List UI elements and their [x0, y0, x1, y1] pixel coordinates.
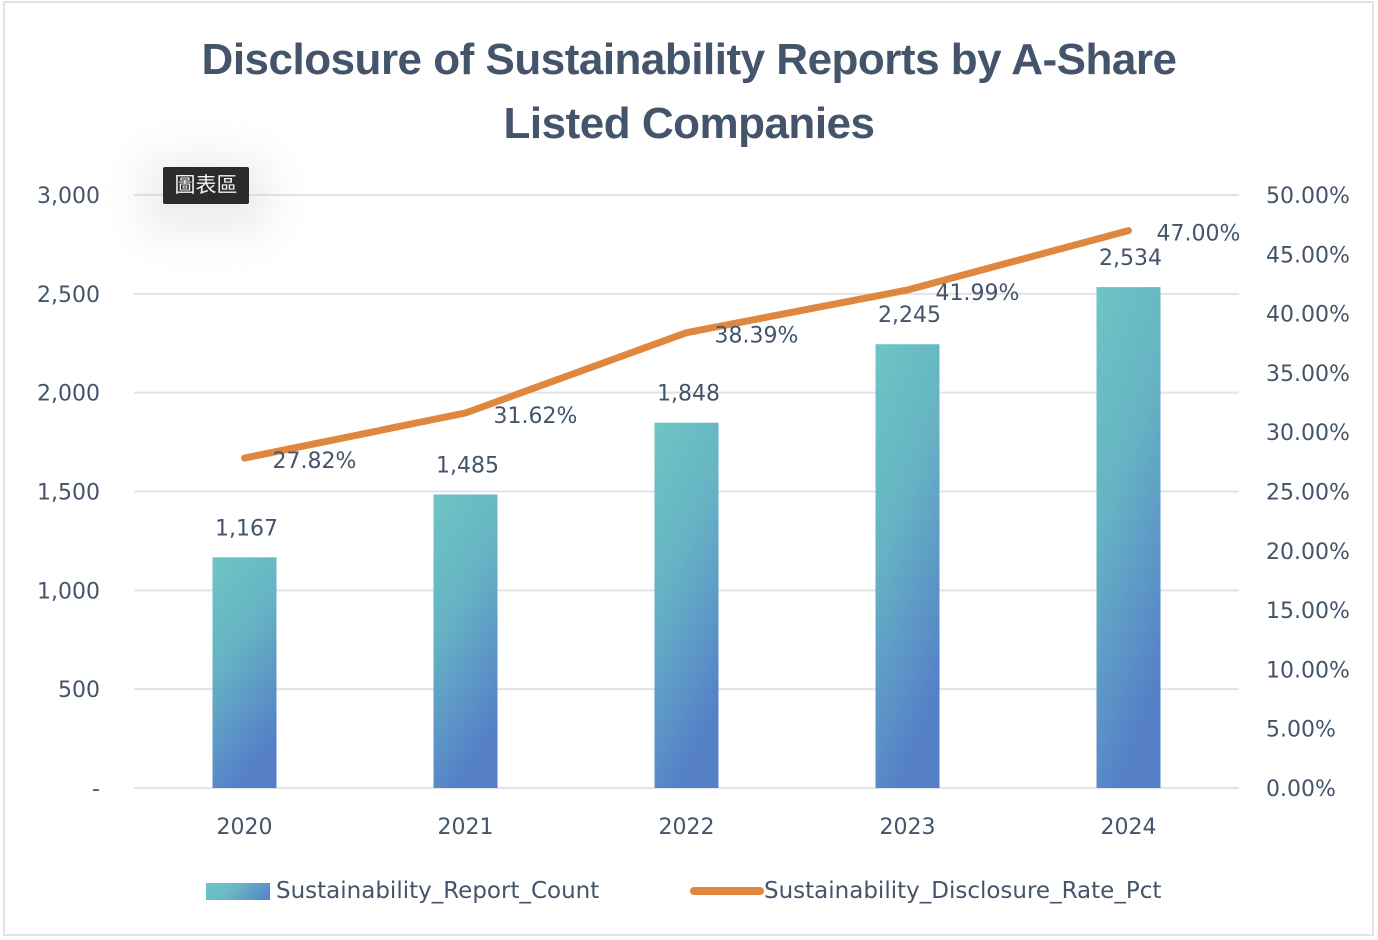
bar-2024[interactable]: [1096, 287, 1161, 788]
chart-title-line-2: Listed Companies: [503, 99, 875, 148]
left-axis-tick-label: 500: [58, 678, 100, 703]
bar-value-label: 2,245: [878, 303, 941, 328]
line-value-label: 38.39%: [715, 324, 799, 349]
left-axis-tick-label: 1,000: [37, 579, 100, 604]
chart-title: Disclosure of Sustainability Reports by …: [0, 28, 1378, 156]
chart-area-tooltip: 圖表區: [163, 167, 249, 204]
legend-label-report-count: Sustainability_Report_Count: [276, 878, 600, 904]
legend-item-report-count[interactable]: Sustainability_Report_Count: [206, 874, 599, 908]
chart-title-line-1: Disclosure of Sustainability Reports by …: [201, 35, 1177, 84]
bar-2020[interactable]: [212, 557, 277, 788]
right-axis-tick-label: 15.00%: [1266, 599, 1350, 624]
x-axis-tick-label: 2024: [1101, 815, 1157, 840]
x-axis-tick-label: 2020: [217, 815, 273, 840]
line-value-label: 31.62%: [494, 404, 578, 429]
left-axis-tick-label: 2,500: [37, 283, 100, 308]
bar-series: [212, 287, 1161, 788]
x-axis-tick-label: 2022: [659, 815, 715, 840]
legend-bar-swatch-icon: [206, 882, 270, 900]
right-axis-tick-label: 0.00%: [1266, 777, 1336, 802]
right-axis-tick-label: 45.00%: [1266, 243, 1350, 268]
bar-2022[interactable]: [654, 422, 719, 788]
line-value-label: 41.99%: [936, 281, 1020, 306]
right-axis-tick-label: 30.00%: [1266, 421, 1350, 446]
right-axis-tick-label: 50.00%: [1266, 184, 1350, 209]
x-axis: 2020 2021 2022 2023 2024: [217, 815, 1157, 840]
bar-2023[interactable]: [875, 344, 940, 788]
bar-2021[interactable]: [433, 494, 498, 788]
legend-item-disclosure-rate[interactable]: Sustainability_Disclosure_Rate_Pct: [690, 874, 1161, 908]
data-labels: 1,167 1,485 1,848 2,245 2,534 27.82% 31.62% 38.…: [215, 222, 1240, 542]
right-axis-tick-label: 35.00%: [1266, 362, 1350, 387]
right-axis-tick-label: 25.00%: [1266, 481, 1350, 506]
left-axis-tick-label: 3,000: [37, 184, 100, 209]
right-axis-tick-label: 20.00%: [1266, 540, 1350, 565]
left-axis-tick-label: -: [92, 777, 100, 802]
right-axis-tick-label: 40.00%: [1266, 303, 1350, 328]
left-axis-tick-label: 1,500: [37, 481, 100, 506]
x-axis-tick-label: 2023: [880, 815, 936, 840]
legend: Sustainability_Report_Count Sustainabili…: [0, 874, 1378, 908]
bar-value-label: 2,534: [1099, 246, 1162, 271]
legend-label-disclosure-rate: Sustainability_Disclosure_Rate_Pct: [764, 878, 1162, 904]
line-value-label: 27.82%: [273, 449, 357, 474]
right-axis: 0.00% 5.00% 10.00% 15.00% 20.00% 25.00% 30.00%…: [1266, 184, 1350, 802]
bar-value-label: 1,485: [436, 453, 499, 478]
legend-line-swatch-icon: [690, 887, 764, 895]
left-axis-tick-label: 2,000: [37, 382, 100, 407]
left-axis: - 500 1,000 1,500 2,000 2,500 3,000: [37, 184, 100, 802]
right-axis-tick-label: 5.00%: [1266, 718, 1336, 743]
line-value-label: 47.00%: [1157, 222, 1241, 247]
right-axis-tick-label: 10.00%: [1266, 658, 1350, 683]
line-series: [241, 227, 1132, 462]
bar-value-label: 1,167: [215, 516, 278, 541]
bar-value-label: 1,848: [657, 382, 720, 407]
x-axis-tick-label: 2021: [438, 815, 494, 840]
